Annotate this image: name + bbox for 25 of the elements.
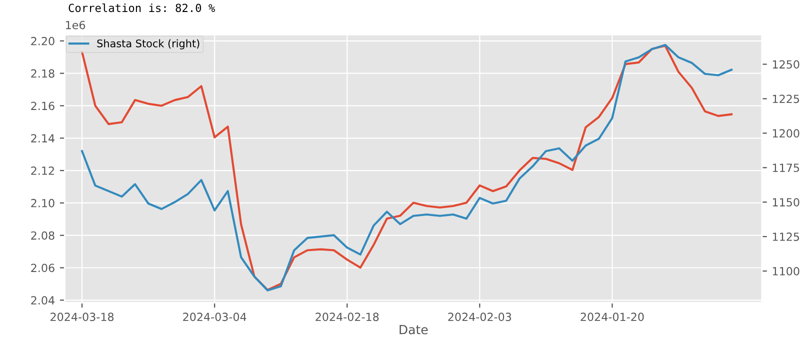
x-tick-label: 2024-03-04 bbox=[183, 312, 246, 322]
y-tick-label: 2.18 bbox=[31, 69, 54, 78]
y-tick-label: 2.14 bbox=[31, 134, 54, 142]
y-tick-label: 2.16 bbox=[31, 102, 54, 110]
x-tick-label: 2024-01-20 bbox=[580, 312, 644, 322]
y2-tick-label: 1200 bbox=[772, 129, 800, 138]
y2-tick-label: 1250 bbox=[772, 60, 800, 69]
y-tick-label: 2.10 bbox=[31, 198, 54, 208]
x-tick-label: 2024-03-18 bbox=[50, 312, 114, 322]
y2-tick-label: 1150 bbox=[772, 198, 800, 206]
y-tick-label: 2.20 bbox=[31, 36, 54, 46]
y2-tick-label: 1175 bbox=[772, 164, 800, 172]
y2-tick-label: 1225 bbox=[772, 94, 800, 104]
legend-label: Shasta Stock (right) bbox=[97, 39, 200, 50]
y2-tick-label: 1100 bbox=[772, 267, 800, 276]
y-tick-label: 2.04 bbox=[31, 296, 54, 305]
y-tick-label: 2.12 bbox=[31, 166, 54, 175]
chart-title: Correlation is: 82.0 % bbox=[68, 3, 215, 12]
y-tick-label: 2.06 bbox=[31, 264, 54, 272]
x-tick-label: 2024-02-18 bbox=[316, 312, 379, 322]
text: 1e6 bbox=[66, 20, 86, 30]
y2-tick-label: 1125 bbox=[772, 232, 800, 241]
x-axis-title: Date bbox=[400, 325, 428, 334]
y-tick-label: 2.08 bbox=[31, 231, 54, 240]
x-tick-label: 2024-02-03 bbox=[448, 312, 512, 322]
